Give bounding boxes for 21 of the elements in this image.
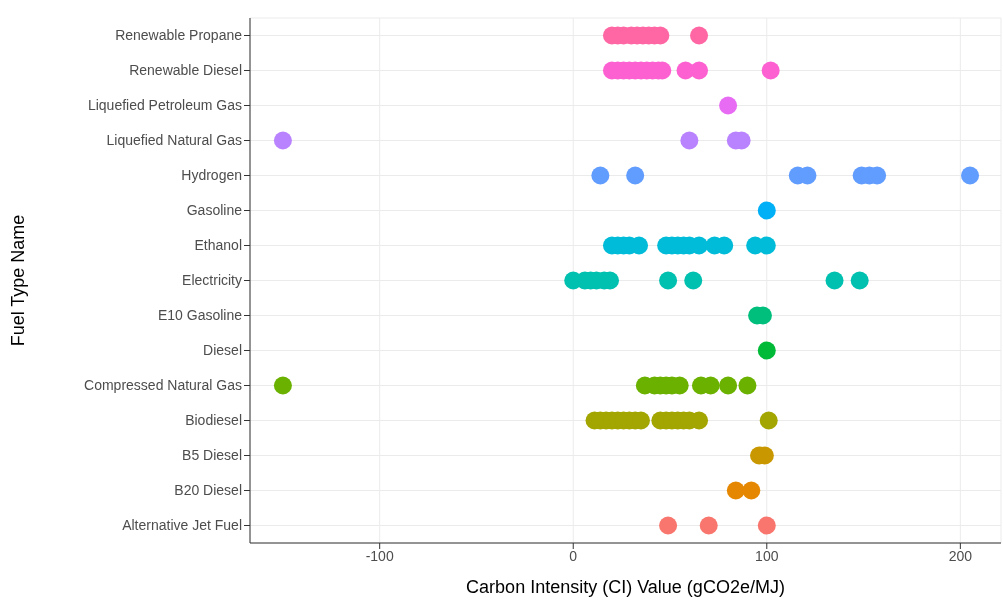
y-tick-label: Renewable Propane (115, 27, 243, 44)
y-tick-label: Electricity (182, 272, 242, 289)
y-tick-label: B20 Diesel (174, 482, 242, 499)
x-tick-label: -100 (365, 547, 394, 564)
y-tick-label: E10 Gasoline (157, 307, 243, 324)
x-tick-label: 0 (569, 547, 578, 564)
y-tick-label: Ethanol (194, 237, 242, 254)
x-tick-label: 200 (948, 547, 973, 564)
y-tick-label: Renewable Diesel (129, 62, 242, 79)
y-tick-label: Alternative Jet Fuel (122, 517, 242, 534)
y-tick-label: Biodiesel (185, 412, 242, 429)
x-tick-label: 100 (755, 547, 779, 564)
y-axis-title: Fuel Type Name (8, 214, 29, 347)
y-tick-label: Liquefied Natural Gas (106, 132, 242, 149)
y-tick-label: B5 Diesel (182, 447, 242, 464)
y-tick-label: Diesel (203, 342, 242, 359)
y-tick-label: Hydrogen (181, 167, 242, 184)
y-tick-label: Compressed Natural Gas (84, 377, 242, 394)
y-tick-label: Liquefied Petroleum Gas (87, 97, 242, 114)
x-axis-title: Carbon Intensity (CI) Value (gCO2e/MJ) (466, 577, 785, 597)
y-tick-label: Gasoline (186, 202, 243, 219)
